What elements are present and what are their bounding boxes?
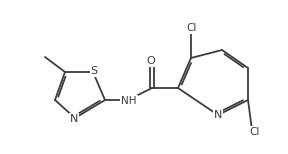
Text: O: O	[147, 56, 155, 66]
Text: Cl: Cl	[187, 23, 197, 33]
Text: Cl: Cl	[250, 127, 260, 137]
Text: N: N	[214, 110, 222, 120]
Text: S: S	[90, 66, 98, 76]
Text: NH: NH	[121, 96, 137, 106]
Text: N: N	[70, 114, 78, 124]
